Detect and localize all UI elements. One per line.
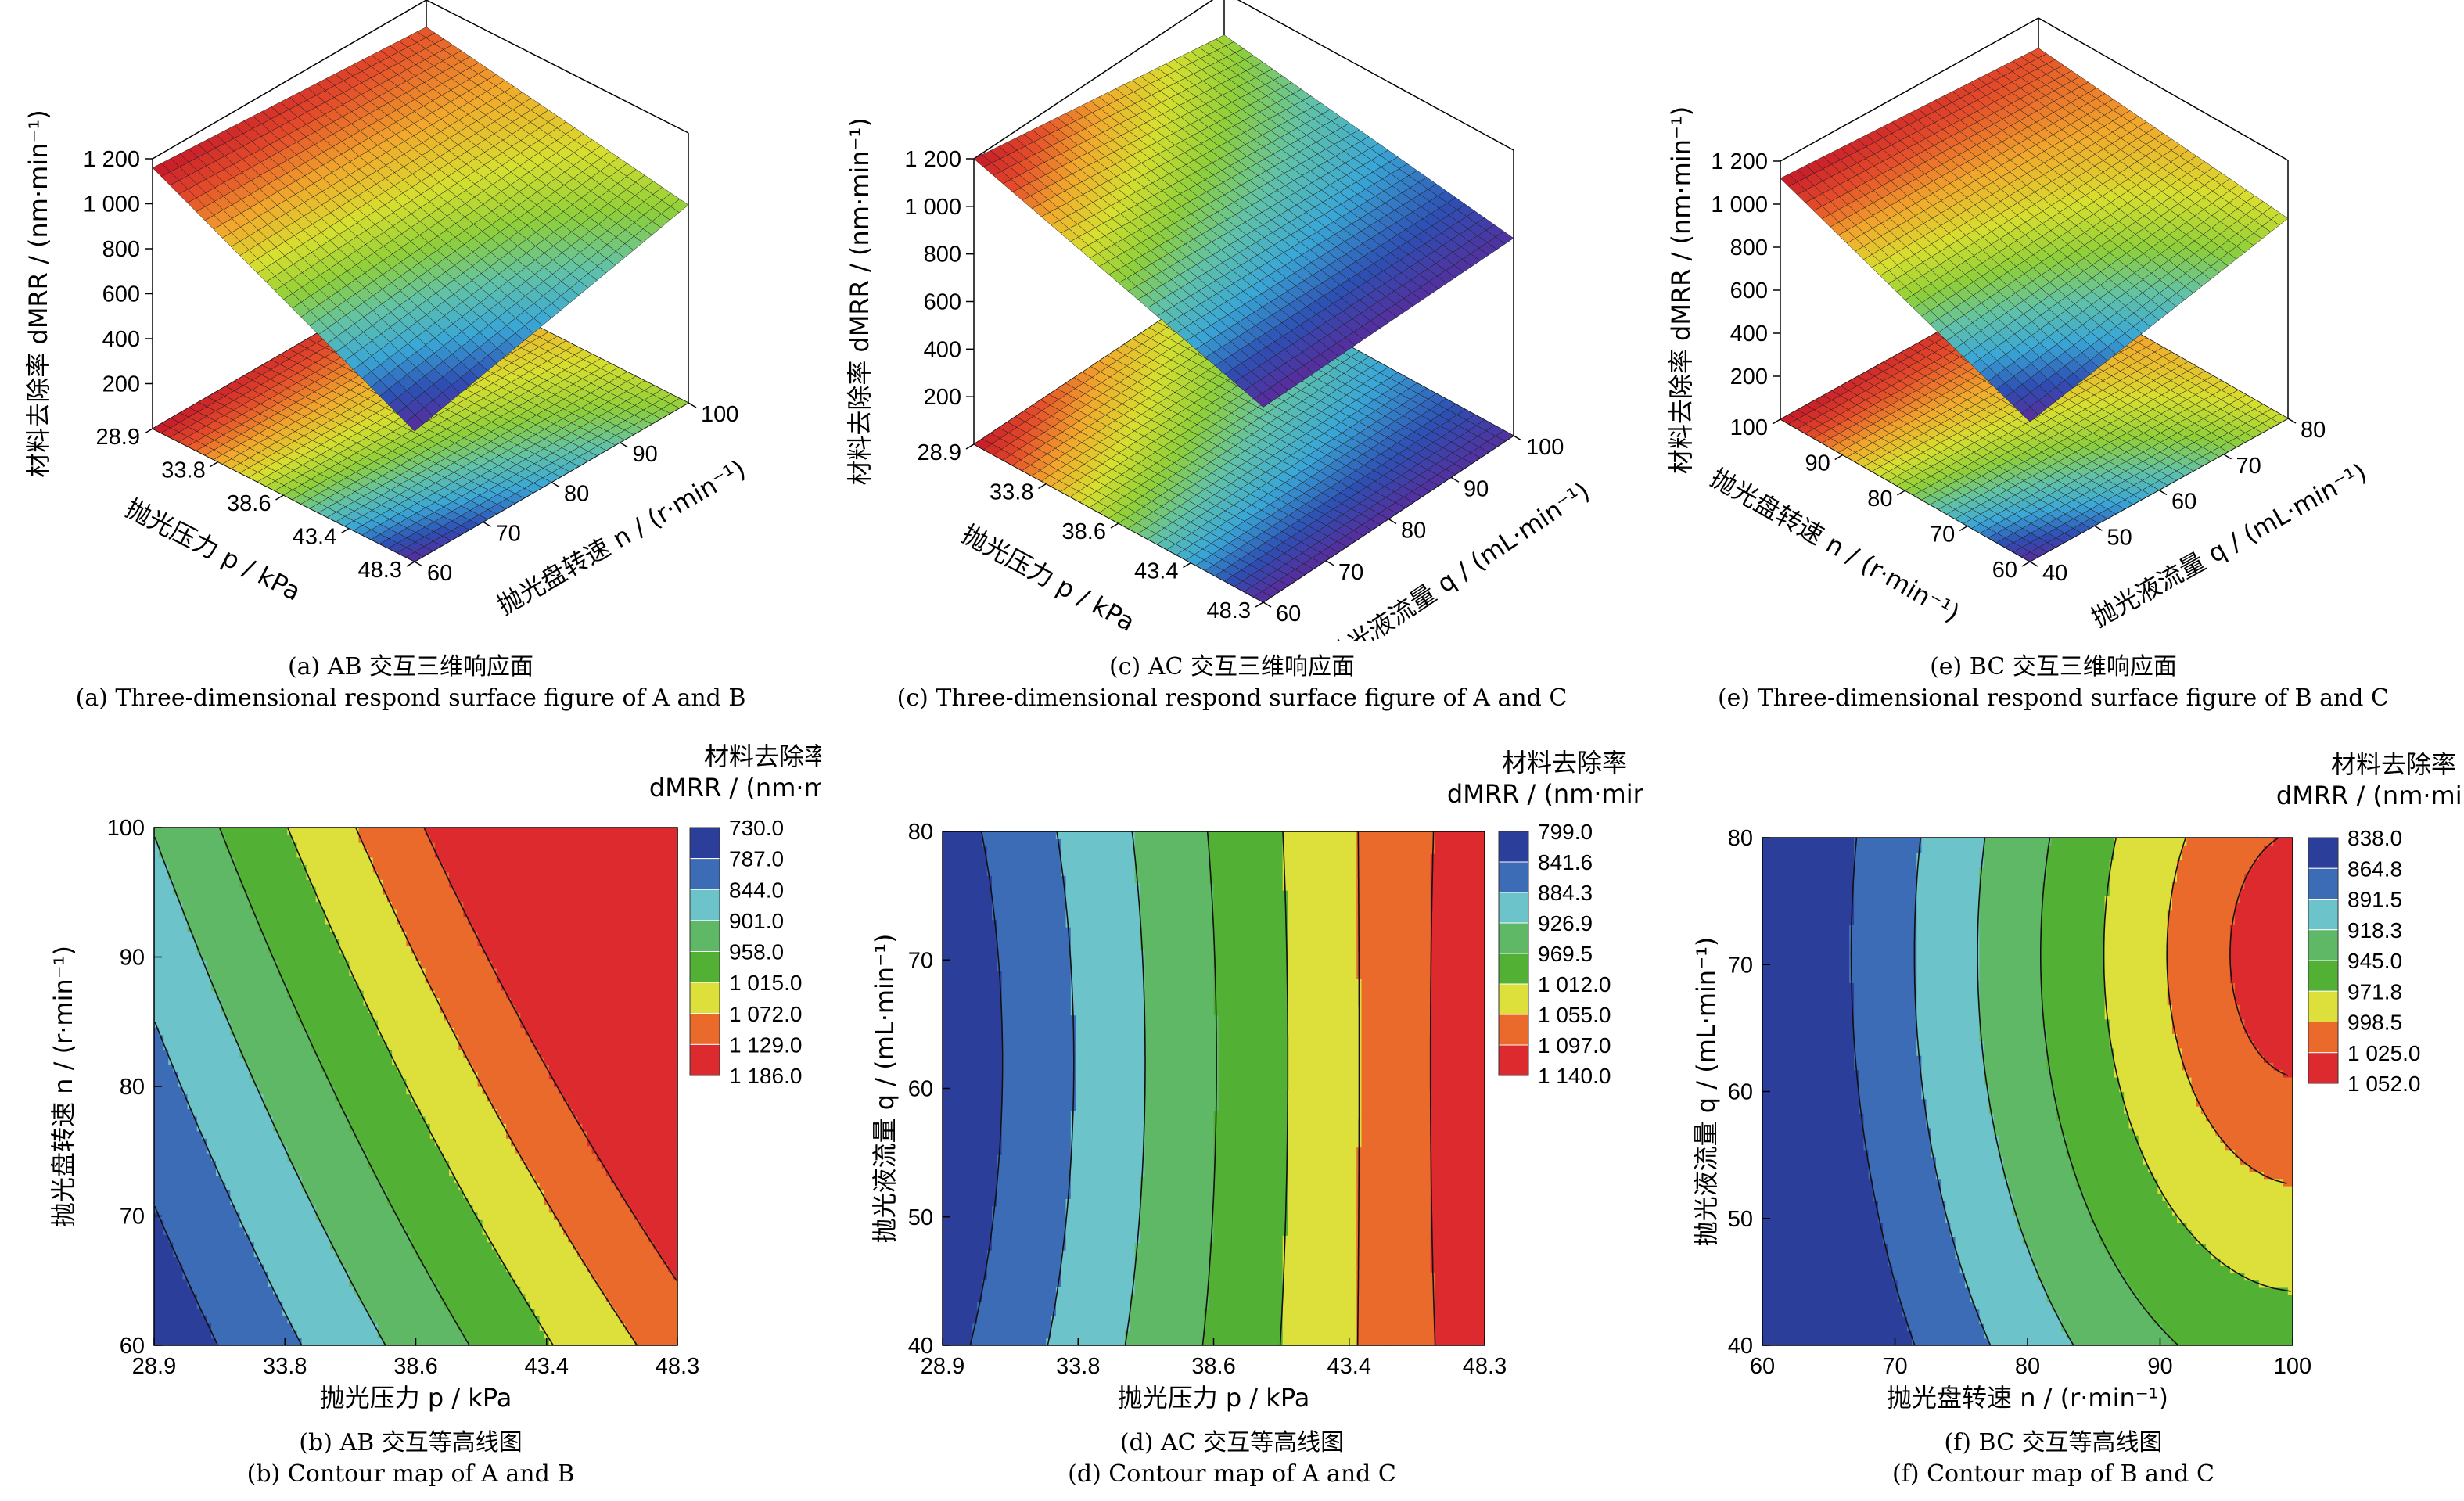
x-tick-mark: [406, 561, 415, 567]
floor-cell: [1253, 591, 1273, 603]
y-tick-label: 60: [427, 561, 452, 586]
surface-cell: [405, 415, 425, 432]
x-axis-title: 抛光压力 p / kPa: [957, 519, 1140, 637]
z-tick-label: 200: [102, 372, 140, 397]
x-tick-mark: [210, 461, 219, 468]
y-tick-mark: [551, 481, 560, 488]
frame-top-left: [973, 0, 1214, 160]
x-tick-mark: [965, 443, 975, 450]
y-tick-mark: [688, 402, 697, 408]
y-tick-label: 90: [1464, 476, 1489, 501]
frame-top-left: [152, 0, 427, 160]
frame-top-right: [426, 0, 689, 134]
y-tick-label: 100: [701, 402, 738, 427]
z-tick-label: 600: [102, 282, 140, 307]
frame-top-left: [1780, 17, 2039, 162]
z-tick-label: 400: [102, 327, 140, 352]
x-tick-mark: [1110, 522, 1119, 529]
x-tick-label: 38.6: [227, 491, 271, 516]
z-tick-label: 600: [924, 290, 961, 315]
y-tick-label: 70: [1338, 560, 1363, 585]
x-tick-label: 28.9: [918, 440, 961, 465]
x-tick-mark: [144, 428, 153, 434]
z-axis-a: 200 400 600 800 1 000 1 200 材料去除率 dMRR / (nm·m…: [23, 110, 153, 478]
y-tick-mark: [1325, 560, 1334, 566]
floor-projection-e: [1780, 275, 2289, 562]
surface-mesh-e: [1780, 48, 2289, 422]
y-tick-label: 80: [564, 482, 589, 507]
surface-mesh-c: [973, 34, 1514, 408]
x-tick-label: 43.4: [1134, 559, 1178, 584]
z-tick-label: 800: [102, 237, 140, 262]
surface-panel-a: 200 400 600 800 1 000 1 200 材料去除率 dMRR / (nm·m…: [0, 0, 821, 641]
x-tick-mark: [1183, 562, 1191, 569]
x-tick-mark: [340, 527, 350, 534]
y-tick-mark: [1388, 518, 1397, 525]
z-tick-label: 400: [924, 337, 961, 362]
y-tick-mark: [483, 521, 491, 527]
z-axis-c: 200 400 600 800 1 000 1 200 材料去除率 dMRR / (nm·m…: [845, 117, 974, 486]
z-tick-label: 1 000: [904, 195, 961, 220]
y-tick-label: 90: [633, 442, 658, 467]
x-tick-mark: [1038, 483, 1047, 490]
x-tick-label: 48.3: [1207, 598, 1251, 623]
x-tick-label: 28.9: [96, 425, 140, 450]
y-tick-label: 60: [1276, 601, 1301, 627]
surface-cell: [1253, 393, 1273, 408]
x-tick-mark: [1255, 601, 1264, 608]
z-tick-label: 1 200: [904, 147, 961, 172]
surface-chart-c: 200 400 600 800 1 000 1 200 材料去除率 dMRR / (nm·m…: [845, 0, 1595, 641]
y-tick-mark: [1450, 476, 1460, 483]
z-axis-title: 材料去除率 dMRR / (nm·min⁻¹): [845, 117, 875, 485]
y-tick-mark: [414, 561, 423, 567]
surface-mesh-a: [152, 27, 689, 432]
surface-panel-e: 200 400 600 800 1 000 1 200 材料去除率 dMRR / (nm·m…: [1643, 0, 2464, 641]
x-tick-label: 48.3: [358, 558, 402, 583]
y-tick-mark: [1263, 601, 1272, 608]
surface-chart-a: 200 400 600 800 1 000 1 200 材料去除率 dMRR / (nm·m…: [23, 0, 751, 621]
x-tick-label: 43.4: [293, 525, 336, 550]
x-axis-title: 抛光压力 p / kPa: [120, 494, 305, 607]
z-tick-label: 800: [924, 242, 961, 268]
x-tick-label: 33.8: [161, 458, 205, 483]
frame-top-right: [1237, 0, 1514, 151]
y-tick-mark: [620, 442, 628, 448]
z-tick-label: 1 000: [83, 192, 140, 217]
x-tick-label: 33.8: [990, 480, 1033, 505]
y-tick-mark: [1513, 435, 1522, 441]
y-tick-label: 100: [1526, 435, 1564, 460]
z-axis-title: 材料去除率 dMRR / (nm·min⁻¹): [23, 110, 53, 477]
x-tick-label: 38.6: [1062, 519, 1106, 544]
z-tick-label: 200: [924, 385, 961, 410]
x-tick-mark: [275, 494, 284, 501]
floor-cell: [2020, 551, 2039, 562]
frame-top-right: [2038, 17, 2289, 161]
y-tick-label: 80: [1401, 519, 1426, 544]
z-tick-label: 1 200: [83, 147, 140, 172]
y-tick-label: 70: [496, 521, 521, 546]
floor-cell: [405, 551, 425, 562]
floor-projection-c: [973, 277, 1514, 603]
surface-panel-c: 200 400 600 800 1 000 1 200 材料去除率 dMRR / (nm·m…: [821, 0, 1643, 641]
